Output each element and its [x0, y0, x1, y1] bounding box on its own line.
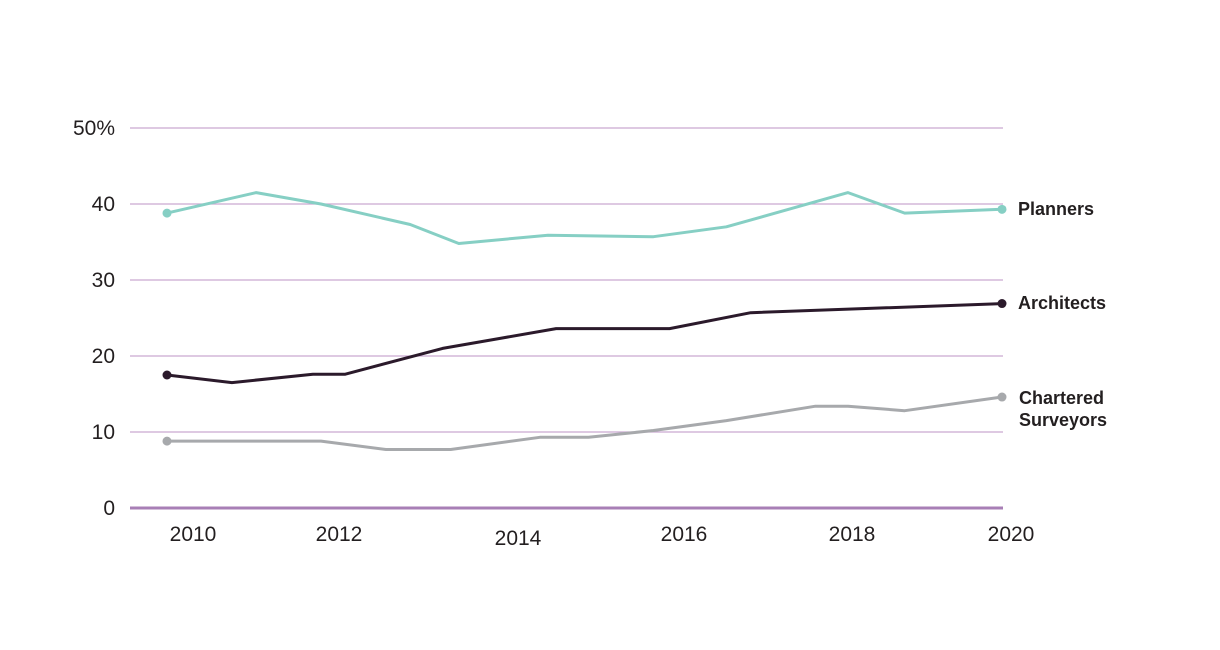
- series-end-point-architects: [997, 299, 1007, 309]
- series-end-point-planners: [997, 204, 1007, 214]
- gridlines: [130, 127, 1003, 510]
- series-label-planners: Planners: [1018, 199, 1094, 219]
- series-start-point-architects: [162, 370, 172, 380]
- x-tick-label: 2020: [988, 523, 1035, 546]
- x-tick-label: 2012: [316, 523, 363, 546]
- series-start-point-planners: [162, 208, 172, 218]
- series-lines: [162, 191, 1007, 451]
- y-tick-label: 0: [103, 497, 115, 520]
- x-tick-label: 2010: [170, 523, 217, 546]
- series-line-planners: [165, 191, 1004, 245]
- series-labels: Planners Architects Chartered Surveyors: [1018, 199, 1107, 430]
- series-label-chartered-surveyors: Chartered Surveyors: [1019, 388, 1107, 430]
- y-tick-label: 50%: [73, 117, 115, 140]
- x-axis-tick-labels: 2010 2012 2014 2016 2018 2020: [170, 523, 1035, 550]
- y-axis-tick-labels: 0 10 20 30 40 50%: [73, 117, 115, 520]
- y-tick-label: 30: [92, 269, 115, 292]
- y-tick-label: 40: [92, 193, 115, 216]
- series-start-point-chartered-surveyors: [162, 436, 172, 446]
- y-tick-label: 10: [92, 421, 115, 444]
- series-end-point-chartered-surveyors: [997, 392, 1007, 402]
- y-tick-label: 20: [92, 345, 115, 368]
- x-tick-label: 2016: [661, 523, 708, 546]
- series-label-architects: Architects: [1018, 293, 1106, 313]
- x-tick-label: 2018: [829, 523, 876, 546]
- x-tick-label: 2014: [495, 527, 542, 550]
- series-line-architects: [165, 302, 1004, 385]
- series-line-chartered-surveyors: [165, 395, 1004, 451]
